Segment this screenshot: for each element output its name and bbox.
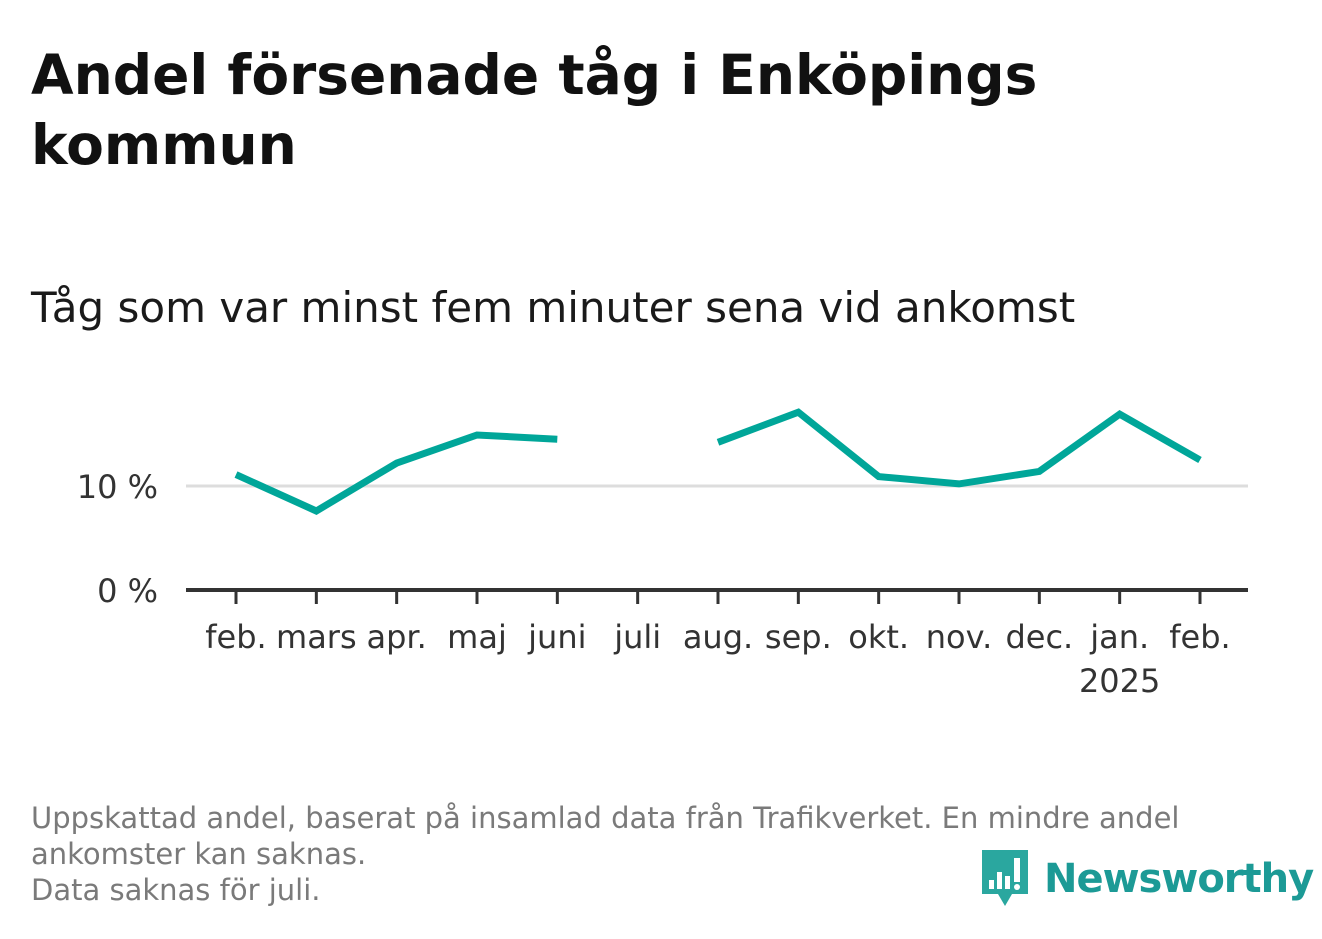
x-tick-label: feb.: [205, 618, 266, 656]
y-tick-label: 0 %: [97, 572, 158, 610]
chart-subtitle: Tåg som var minst fem minuter sena vid a…: [31, 283, 1076, 332]
x-tick-label: mars: [276, 618, 357, 656]
brand-logo: Newsworthy: [980, 848, 1314, 910]
footnote-line-3: Data saknas för juli.: [31, 873, 321, 907]
x-year-label: 2025: [1079, 662, 1160, 700]
x-tick-label: nov.: [926, 618, 992, 656]
series-line: [716, 408, 1202, 488]
label-layer: 0 % 10 % feb. mars apr. maj juni juli aug. sep. ok…: [77, 468, 1231, 700]
x-tick-label: dec.: [1005, 618, 1073, 656]
footnote: Uppskattad andel, baserat på insamlad da…: [31, 800, 1281, 908]
x-tick-label: juni: [527, 618, 586, 656]
footnote-line-1: Uppskattad andel, baserat på insamlad da…: [31, 801, 1180, 835]
x-tick-label: apr.: [367, 618, 427, 656]
brand-name: Newsworthy: [1044, 856, 1314, 902]
x-tick-label: feb.: [1169, 618, 1230, 656]
x-tick-label: okt.: [848, 618, 909, 656]
bar-chart-bubble-icon: [982, 850, 1028, 906]
series-layer: [234, 408, 1202, 515]
y-tick-label: 10 %: [77, 468, 158, 506]
series-line: [234, 431, 558, 515]
footnote-line-2: ankomster kan saknas.: [31, 837, 367, 871]
x-tick-label: aug.: [683, 618, 753, 656]
chart-title: Andel försenade tåg i Enköpings kommun: [31, 43, 1038, 177]
x-tick-label: sep.: [765, 618, 832, 656]
x-tick-label: juli: [613, 618, 661, 656]
x-tick-label: maj: [447, 618, 507, 656]
x-tick-label: jan.: [1089, 618, 1149, 656]
axis-layer: [186, 588, 1248, 604]
